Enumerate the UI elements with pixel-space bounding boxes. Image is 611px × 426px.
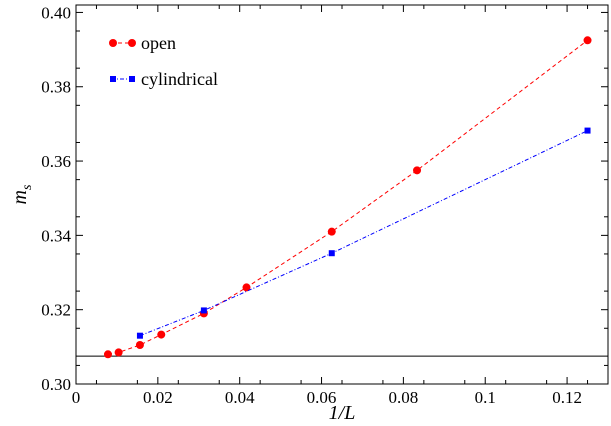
data-point-open xyxy=(242,283,251,292)
legend-marker-open-2 xyxy=(128,39,136,47)
series-cylindrical xyxy=(136,127,591,339)
data-point-open xyxy=(135,340,144,349)
x-axis-label: 1/L xyxy=(329,402,356,424)
data-point-open xyxy=(103,350,112,359)
legend-label-open: open xyxy=(141,33,176,53)
data-point-open xyxy=(413,166,422,175)
data-point-cylindrical xyxy=(200,307,207,314)
data-point-cylindrical xyxy=(136,332,143,339)
y-tick-label: 0.30 xyxy=(41,375,71,394)
legend-marker-cylindrical xyxy=(110,76,116,82)
ticks: 0 0.02 0.04 0.06 0.08 0.1 0.12 0.30 0.32 0.34 0.36… xyxy=(41,3,608,407)
legend-item-cylindrical: cylindrical xyxy=(110,69,218,89)
data-point-open xyxy=(157,330,166,339)
y-tick-label: 0.32 xyxy=(41,301,71,320)
y-axis-label-sub: s xyxy=(20,184,35,190)
series-layer xyxy=(103,36,592,359)
y-tick-label: 0.36 xyxy=(41,152,71,171)
series-open xyxy=(103,36,592,359)
series-line-cylindrical xyxy=(139,130,588,337)
y-axis-label-main: m xyxy=(9,190,31,204)
y-tick-label: 0.34 xyxy=(41,226,71,245)
x-tick-label: 0.06 xyxy=(307,388,337,407)
x-tick-label: 0.12 xyxy=(552,388,582,407)
y-tick-label: 0.40 xyxy=(41,3,71,22)
plot-frame xyxy=(75,4,609,385)
data-point-cylindrical xyxy=(328,250,335,257)
y-axis-label: ms xyxy=(9,184,35,204)
data-point-open xyxy=(327,227,336,236)
data-point-open xyxy=(583,36,592,45)
data-point-cylindrical xyxy=(584,127,591,134)
legend-item-open: open xyxy=(109,33,176,53)
legend-marker-open xyxy=(109,39,117,47)
x-tick-label: 0.08 xyxy=(389,388,419,407)
legend-label-cylindrical: cylindrical xyxy=(141,69,218,89)
data-point-open xyxy=(114,348,123,357)
legend: open cylindrical xyxy=(109,33,218,89)
x-tick-label: 0.04 xyxy=(225,388,255,407)
x-tick-label: 0.02 xyxy=(143,388,173,407)
legend-marker-cylindrical-2 xyxy=(129,76,135,82)
y-tick-label: 0.38 xyxy=(41,78,71,97)
x-tick-label: 0 xyxy=(72,388,81,407)
x-tick-label: 0.1 xyxy=(475,388,496,407)
